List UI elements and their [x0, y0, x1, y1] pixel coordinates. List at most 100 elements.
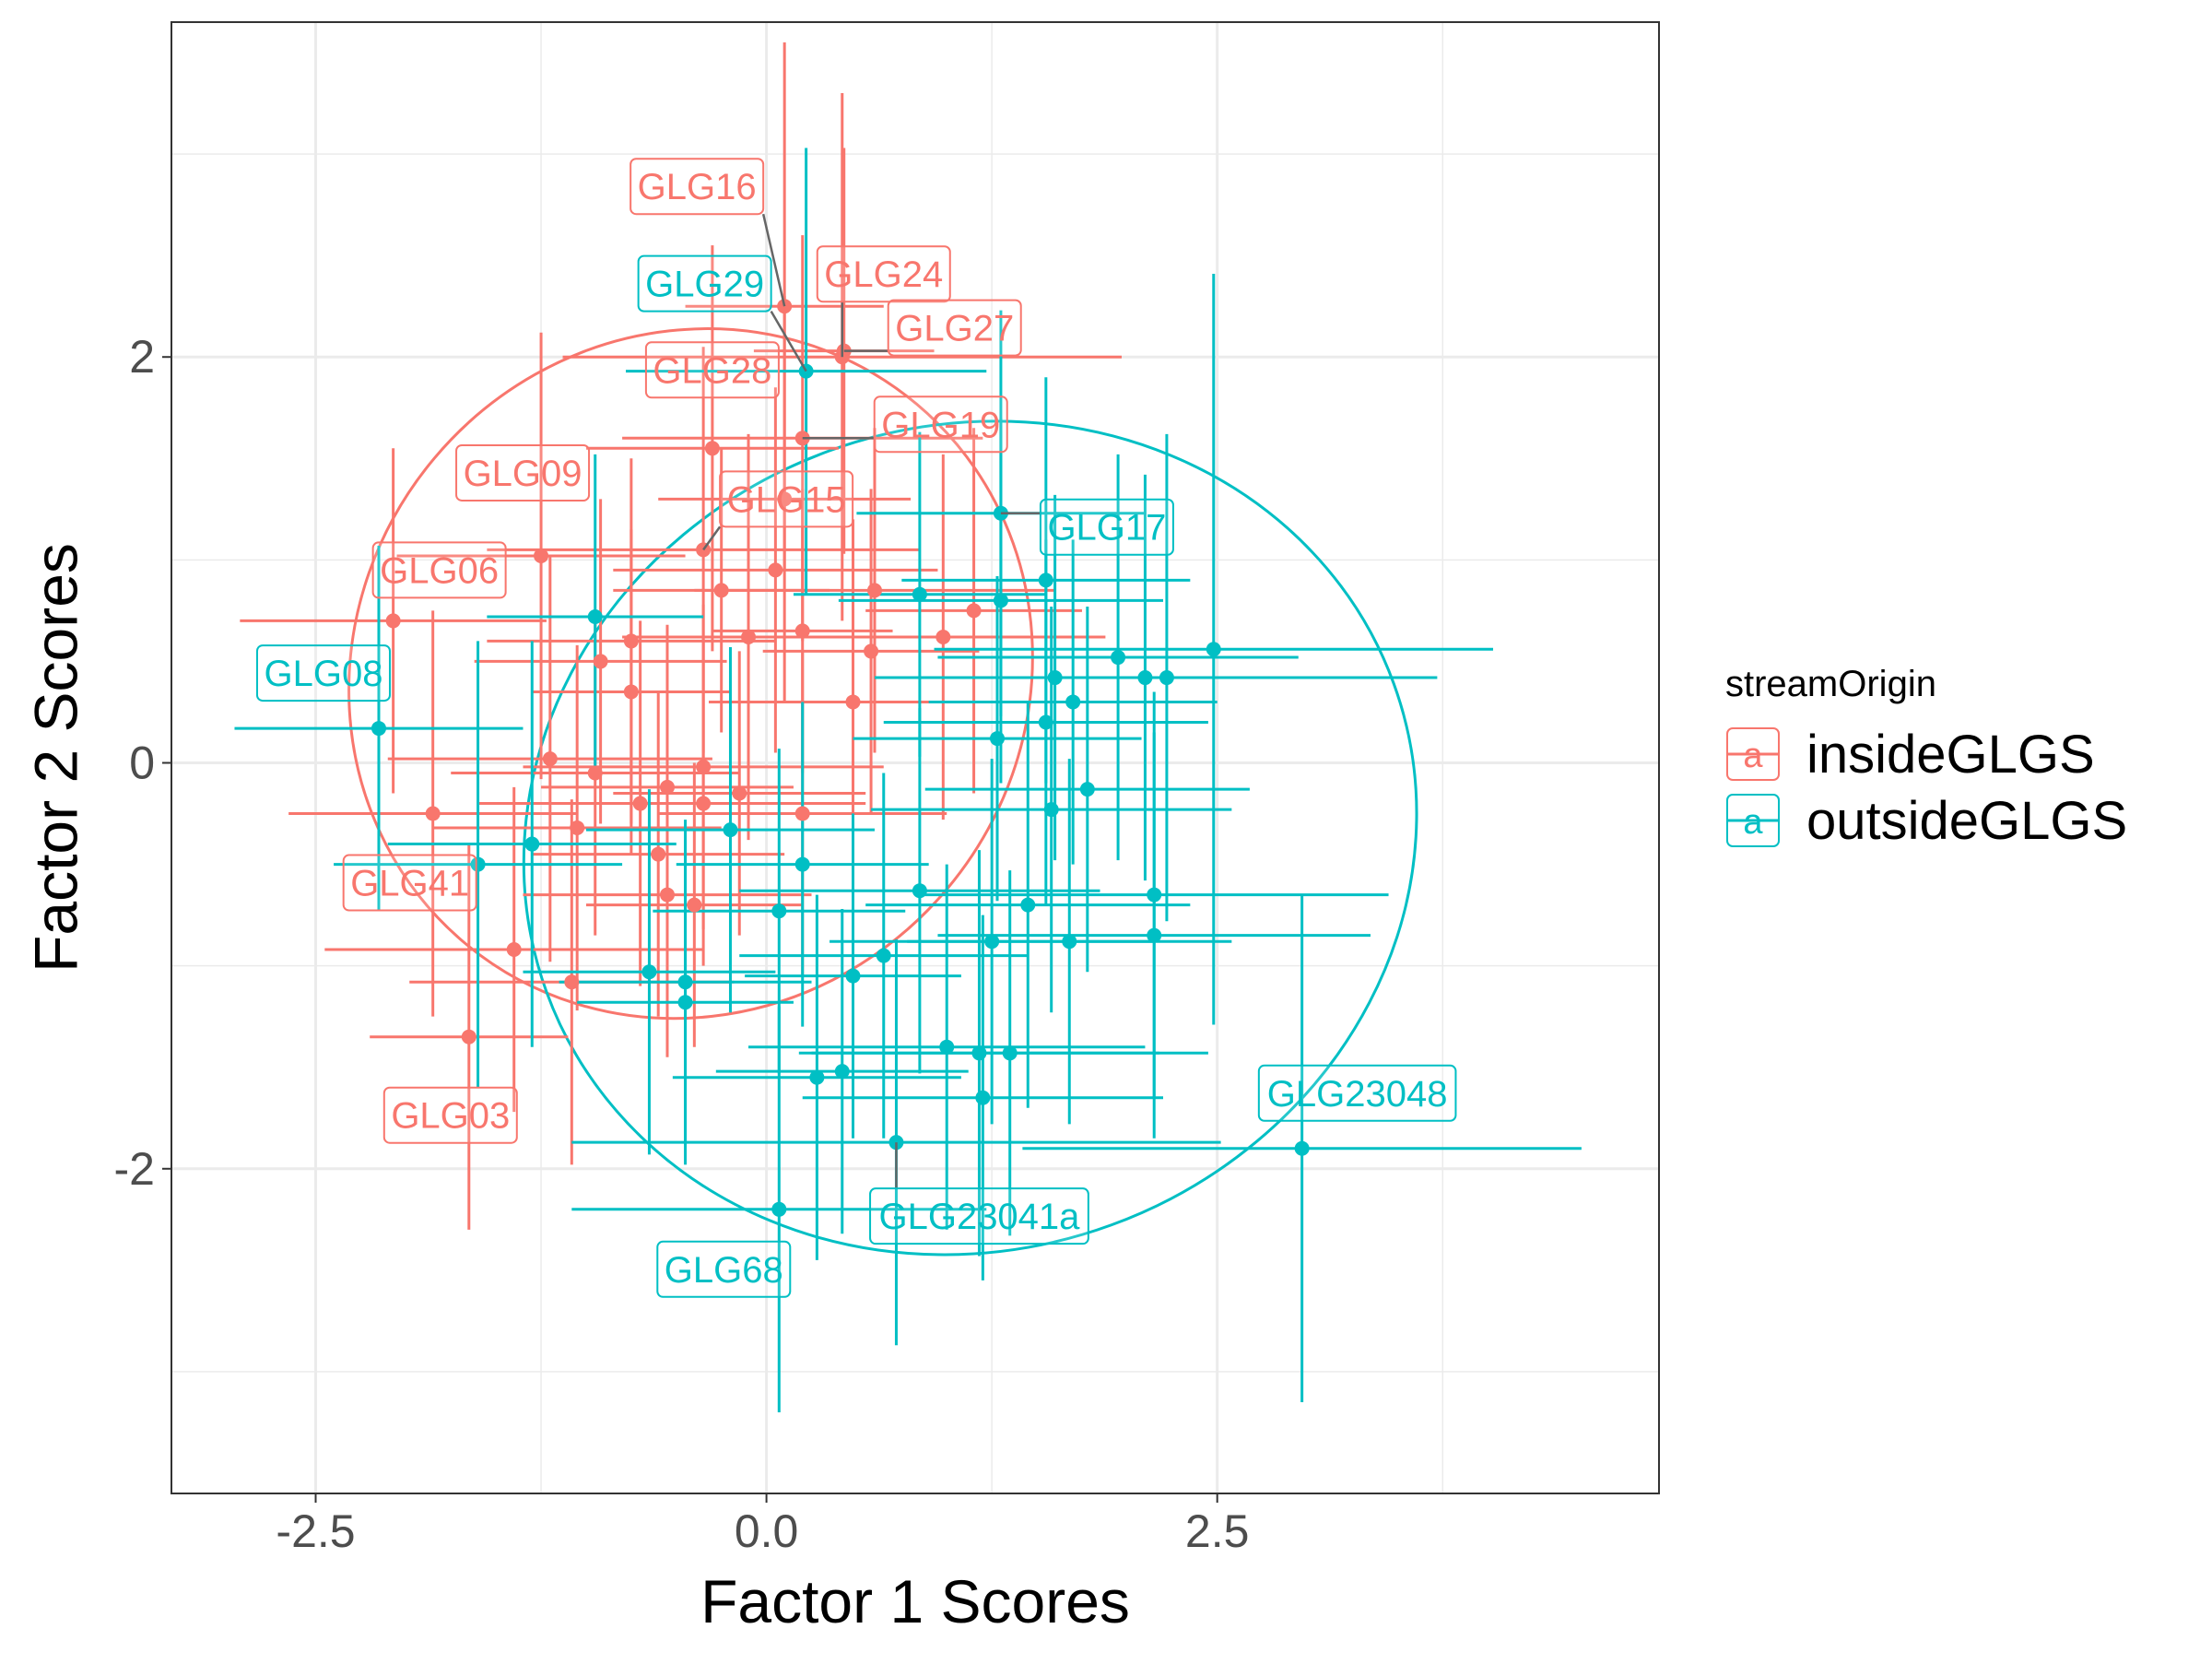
data-point	[713, 583, 729, 598]
data-point	[723, 822, 738, 838]
x-tick-label: 2.5	[1185, 1505, 1250, 1557]
panel-border	[171, 21, 1660, 1494]
data-point	[966, 603, 982, 619]
point-label: GLG24	[816, 245, 951, 358]
data-point	[1065, 694, 1081, 710]
data-point	[864, 643, 879, 659]
label-box	[382, 1086, 518, 1144]
point-label: GLG19	[802, 395, 1008, 454]
label-text: GLG41	[350, 864, 469, 904]
label-text: GLG03	[391, 1096, 510, 1137]
data-point	[971, 1045, 987, 1061]
label-box	[1257, 1064, 1457, 1122]
data-point	[534, 548, 549, 563]
data-point	[1137, 670, 1153, 686]
x-tick-label: 0.0	[735, 1505, 799, 1557]
data-point	[794, 856, 810, 872]
data-point	[425, 806, 441, 821]
label-text: GLG23041a	[878, 1197, 1080, 1237]
point-label: GLG09	[455, 443, 591, 502]
data-point	[1147, 927, 1162, 943]
data-point	[587, 609, 603, 625]
data-point	[1147, 887, 1162, 903]
point-labels: GLG16 GLG24 GLG27 GLG28 GLG19 GLG09 GLG15 GLG06…	[255, 158, 1457, 1298]
data-points	[371, 299, 1310, 1217]
data-point	[1002, 1045, 1018, 1061]
data-point	[794, 806, 810, 821]
data-point	[984, 934, 1000, 950]
legend-label: outsideGLGS	[1806, 791, 2127, 851]
data-point	[593, 654, 608, 669]
data-point	[371, 721, 386, 737]
y-tick-label: 2	[129, 331, 155, 383]
data-point	[912, 586, 927, 602]
data-point	[651, 846, 666, 862]
legend-title: streamOrigin	[1725, 664, 1936, 704]
label-text: GLG09	[464, 454, 582, 494]
label-leader-line	[770, 311, 807, 372]
data-point	[1206, 642, 1221, 657]
x-axis-title: Factor 1 Scores	[700, 1567, 1130, 1635]
data-point	[866, 583, 882, 598]
legend: streamOrigin a insideGLGS a outsideGLGS	[1725, 664, 2127, 851]
data-point	[696, 759, 712, 774]
label-text: GLG24	[824, 254, 943, 295]
y-axis-title: Factor 2 Scores	[21, 543, 89, 973]
label-text: GLG68	[665, 1250, 783, 1291]
data-point	[834, 1064, 850, 1080]
data-point	[876, 948, 891, 963]
y-tick-label: 0	[129, 738, 155, 789]
plot-panel: GLG16 GLG24 GLG27 GLG28 GLG19 GLG09 GLG15 GLG06…	[171, 21, 1660, 1494]
axes: -2.5 0.0 2.5 -2 0 2	[114, 331, 1250, 1557]
legend-item: a outsideGLGS	[1726, 791, 2127, 851]
x-tick-label: -2.5	[276, 1505, 355, 1557]
point-label: GLG17	[1000, 498, 1174, 556]
data-point	[993, 593, 1008, 608]
label-box	[455, 443, 591, 502]
label-text: GLG23048	[1267, 1074, 1448, 1115]
data-point	[623, 633, 639, 649]
data-point	[1294, 1140, 1310, 1156]
data-point	[506, 942, 522, 958]
label-text: GLG28	[653, 350, 771, 391]
data-point	[587, 765, 603, 781]
label-box	[816, 245, 951, 303]
label-text: GLG15	[727, 479, 846, 520]
label-text: GLG29	[645, 265, 764, 305]
data-point	[771, 903, 787, 919]
data-point	[524, 836, 540, 852]
label-box	[719, 470, 854, 528]
point-label: GLG16	[629, 158, 786, 307]
data-point	[1047, 670, 1063, 686]
label-box	[629, 158, 765, 216]
point-label: GLG06	[371, 541, 507, 599]
data-point	[1038, 714, 1053, 730]
data-point	[809, 1069, 825, 1085]
label-box	[371, 541, 507, 599]
legend-items: a insideGLGS a outsideGLGS	[1726, 725, 2127, 851]
data-point	[696, 796, 712, 811]
data-point	[1159, 670, 1174, 686]
data-point	[845, 968, 861, 984]
data-point	[677, 995, 693, 1010]
data-point	[687, 897, 702, 913]
label-box	[637, 254, 772, 313]
label-box	[1039, 498, 1174, 556]
point-label: GLG29	[637, 254, 807, 372]
label-text: GLG27	[895, 309, 1014, 349]
data-point	[660, 779, 675, 795]
data-point	[461, 1029, 477, 1044]
point-label: GLG41	[342, 854, 477, 912]
label-box	[644, 341, 780, 399]
label-text: GLG08	[264, 654, 382, 694]
point-label: GLG23048	[1257, 1064, 1457, 1122]
point-label: GLG03	[382, 1086, 518, 1144]
label-box	[255, 644, 391, 702]
legend-key-glyph: a	[1743, 803, 1763, 842]
data-point	[741, 630, 757, 645]
label-box	[869, 1187, 1089, 1245]
data-point	[939, 1039, 955, 1055]
data-point	[632, 796, 648, 811]
data-point	[768, 562, 783, 578]
